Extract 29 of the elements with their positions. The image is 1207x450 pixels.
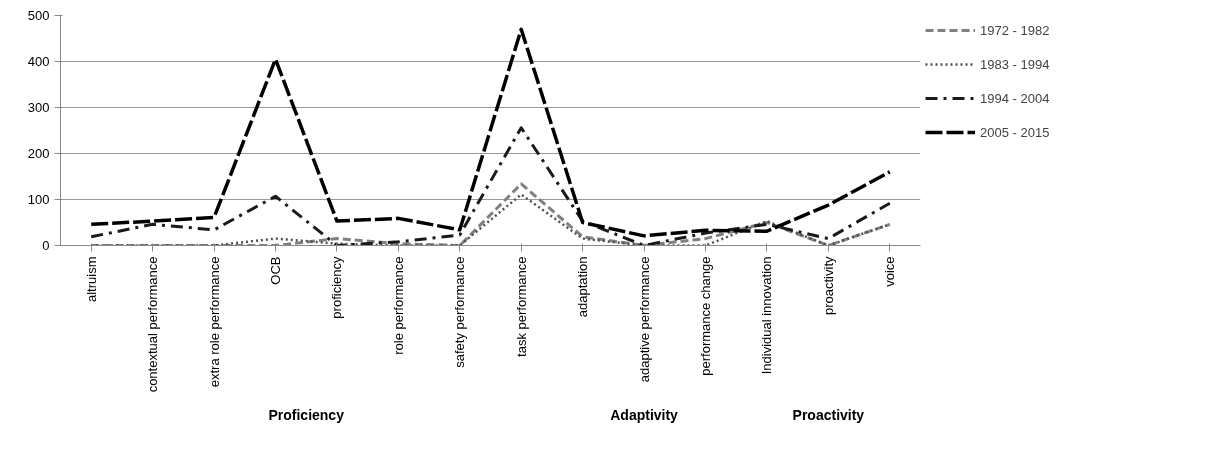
x-tick-label: adaptation <box>575 256 591 318</box>
legend-label: 2005 - 2015 <box>980 124 1050 140</box>
line-series <box>89 27 892 238</box>
x-tick-label: altruism <box>83 256 99 303</box>
x-tick-label: extra role performance <box>206 256 222 388</box>
x-tick-label: safety performance <box>452 256 468 368</box>
text: Proficiency <box>268 406 345 423</box>
x-tick-label: contextual performance <box>145 256 161 393</box>
x-tick-label: Individual innovation <box>759 256 775 375</box>
legend-label: 1972 - 1982 <box>980 22 1050 38</box>
x-tick-label: role performance <box>390 256 406 355</box>
x-tick-label: proficiency <box>329 256 345 319</box>
y-tick-label: 500 <box>27 8 50 23</box>
y-tick-label: 300 <box>27 100 50 115</box>
y-tick-label: 0 <box>42 238 50 253</box>
x-tick-label: performance change <box>698 256 713 376</box>
y-tick-label: 200 <box>27 146 50 161</box>
y-tick-label: 100 <box>27 192 50 207</box>
line-series <box>89 126 892 246</box>
x-tick-label: voice <box>882 256 898 287</box>
x-tick-label: OCB <box>268 256 283 285</box>
text: Proactivity <box>792 406 865 423</box>
legend-label: 1994 - 2004 <box>980 90 1050 106</box>
x-tick-label: adaptive performance <box>636 256 652 383</box>
text: Adaptivity <box>610 406 679 423</box>
x-tick-label: proactivity <box>820 256 836 316</box>
legend-label: 1983 - 1994 <box>980 56 1050 72</box>
x-tick-label: task performance <box>513 256 529 357</box>
y-tick-label: 400 <box>27 54 50 69</box>
